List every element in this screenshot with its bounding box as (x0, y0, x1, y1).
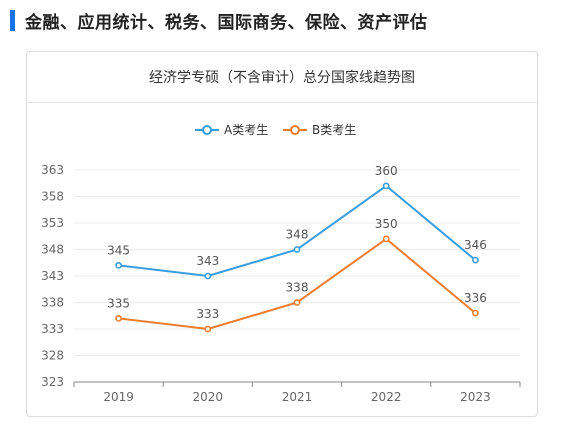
data-point (471, 309, 479, 317)
data-label: 343 (196, 254, 219, 268)
data-point (293, 299, 301, 306)
chart-card: 经济学专硕（不含审计）总分国家线趋势图 323 328 333 338 343 348 35… (26, 51, 538, 417)
data-label: 336 (464, 291, 487, 305)
legend-label: B类考生 (312, 123, 356, 137)
y-tick-label: 338 (41, 296, 64, 310)
y-tick-label: 363 (41, 163, 64, 177)
data-label: 348 (286, 228, 309, 242)
y-tick-label: 348 (41, 243, 64, 257)
data-point (471, 256, 479, 264)
legend-marker (290, 125, 300, 135)
chart-header: 经济学专硕（不含审计）总分国家线趋势图 (27, 52, 537, 103)
section-title: 金融、应用统计、税务、国际商务、保险、资产评估 (25, 12, 428, 33)
x-tick-label: 2023 (460, 390, 491, 404)
line-chart: 323 328 333 338 343 348 353 358 363 2019 2020 2021 2… (41, 123, 521, 404)
data-label: 333 (196, 307, 219, 321)
legend-label: A类考生 (224, 123, 268, 137)
x-tick-label: 2020 (193, 390, 224, 404)
chart-title: 经济学专硕（不含审计）总分国家线趋势图 (149, 70, 415, 86)
data-point (293, 246, 301, 253)
data-label: 360 (375, 164, 398, 178)
section-accent-bar (10, 9, 15, 31)
data-point (204, 272, 212, 280)
y-tick-label: 353 (41, 216, 64, 230)
y-tick-label: 343 (41, 269, 64, 283)
data-point (382, 182, 390, 190)
data-point (115, 261, 122, 269)
x-tick-label: 2022 (371, 390, 402, 404)
section-header: 金融、应用统计、税务、国际商务、保险、资产评估 (10, 8, 428, 33)
data-label: 346 (464, 238, 487, 252)
data-point (115, 314, 122, 322)
x-tick-label: 2019 (103, 390, 134, 404)
data-point (204, 325, 212, 333)
data-label: 345 (107, 243, 130, 257)
y-tick-label: 328 (41, 349, 64, 363)
data-label: 335 (107, 296, 130, 310)
data-label: 338 (286, 281, 309, 295)
data-point (382, 235, 390, 243)
y-tick-label: 358 (41, 190, 64, 204)
legend-marker (202, 125, 212, 135)
y-tick-label: 323 (41, 375, 64, 389)
y-tick-label: 333 (41, 322, 64, 336)
data-label: 350 (375, 217, 398, 231)
x-tick-label: 2021 (282, 390, 313, 404)
